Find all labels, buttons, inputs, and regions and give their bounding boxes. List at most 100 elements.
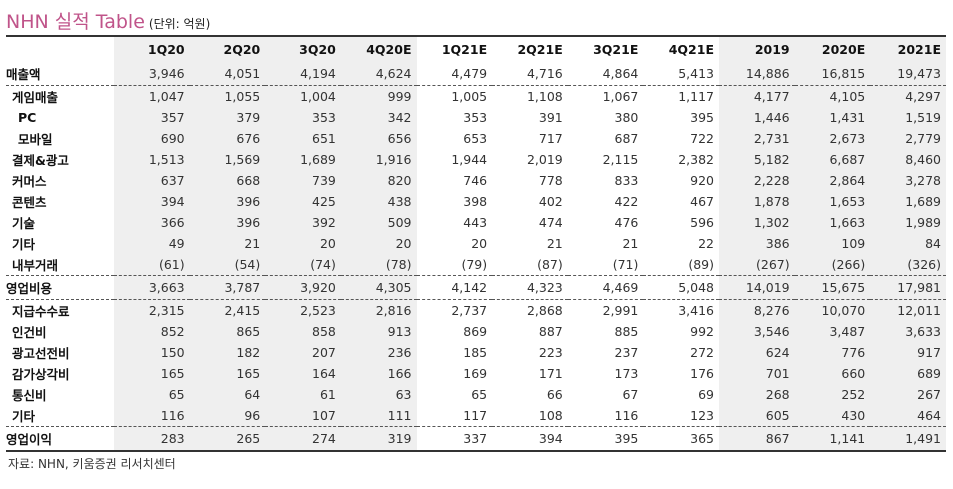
table-cell: 690 [114, 128, 190, 149]
table-cell: 357 [114, 107, 190, 128]
table-cell: 778 [538, 173, 563, 188]
row-label: 모바일 [18, 132, 53, 147]
table-cell: 1,653 [794, 191, 871, 212]
table-cell: 49 [114, 233, 190, 254]
table-cell: 1,569 [189, 149, 266, 170]
row-label: 지급수수료 [12, 304, 70, 319]
table-cell: 116 [114, 405, 190, 427]
table-cell: 1,989 [870, 212, 946, 233]
table-cell: 887 [538, 324, 563, 339]
table-row: 콘텐츠 394 396 425 438 398 402 422 467 1,878 1,653 1,6… [6, 191, 946, 212]
table-cell: 668 [189, 170, 266, 191]
table-cell: 2,673 [794, 128, 871, 149]
table-cell: 637 [114, 170, 190, 191]
table-cell: 4,323 [492, 275, 568, 300]
table-cell: 2,019 [526, 152, 563, 167]
table-cell: 653 [463, 131, 488, 146]
table-cell: 19,473 [870, 62, 946, 86]
column-header: 2019 [719, 36, 795, 62]
table-cell: 3,946 [114, 62, 190, 86]
table-cell: 1,117 [678, 89, 714, 104]
table-cell: 207 [265, 342, 341, 363]
table-cell: 252 [794, 384, 871, 405]
table-cell: 8,460 [870, 149, 946, 170]
table-cell: 4,479 [416, 62, 493, 86]
table-cell: 14,886 [719, 62, 795, 86]
column-header: 2Q21E [517, 42, 563, 57]
table-cell: 267 [870, 384, 946, 405]
table-cell: 656 [340, 128, 417, 149]
row-label: PC [18, 110, 37, 125]
source-note: 자료: NHN, 키움증권 리서치센터 [8, 457, 176, 471]
table-cell: 1,446 [719, 107, 795, 128]
table-cell: 2,731 [719, 128, 795, 149]
table-cell: 69 [698, 387, 714, 402]
table-cell: (87) [492, 254, 568, 276]
table-cell: 717 [538, 131, 563, 146]
table-cell: 4,177 [719, 85, 795, 107]
table-cell: 21 [189, 233, 266, 254]
table-cell: 913 [340, 321, 417, 342]
table-cell: 396 [189, 212, 266, 233]
table-cell: 4,864 [567, 62, 644, 86]
table-cell: (54) [189, 254, 266, 276]
table-cell: 1,519 [870, 107, 946, 128]
table-cell: 5,048 [643, 275, 719, 300]
table-cell: 1,047 [114, 85, 190, 107]
row-label: 광고선전비 [12, 346, 70, 361]
table-cell: 687 [614, 131, 639, 146]
row-label: 영업비용 [6, 275, 114, 300]
table-cell: 386 [719, 233, 795, 254]
table-cell: 22 [698, 236, 714, 251]
table-cell: 2,523 [265, 299, 341, 321]
table-row: 기타 49 21 20 20 20 21 21 22 386 109 84 [6, 233, 946, 254]
table-row: 결제&광고 1,513 1,569 1,689 1,916 1,944 2,019 2,115… [6, 149, 946, 170]
table-row: 기술 366 396 392 509 443 474 476 596 1,302 1,663 1,98… [6, 212, 946, 233]
column-header: 4Q21E [668, 42, 714, 57]
table-cell: 4,624 [340, 62, 417, 86]
row-label: 기타 [6, 405, 114, 427]
table-cell: 438 [340, 191, 417, 212]
table-cell: 366 [114, 212, 190, 233]
table-cell: 4,105 [794, 85, 871, 107]
table-cell: 1,067 [602, 89, 639, 104]
table-cell: 365 [643, 426, 719, 452]
table-cell: 776 [794, 342, 871, 363]
table-cell: 283 [114, 426, 190, 452]
table-cell: 920 [690, 173, 714, 188]
table-row: 광고선전비 150 182 207 236 185 223 237 272 624 776 917 [6, 342, 946, 363]
table-cell: 353 [463, 110, 488, 125]
table-cell: 676 [189, 128, 266, 149]
table-cell: 402 [538, 194, 563, 209]
table-cell: (61) [114, 254, 190, 276]
table-cell: 398 [463, 194, 488, 209]
table-cell: 833 [614, 173, 639, 188]
unit-label: (단위: 억원) [148, 17, 211, 31]
table-cell: 176 [690, 366, 714, 381]
row-label: 기술 [12, 216, 36, 231]
table-cell: 392 [265, 212, 341, 233]
table-cell: 16,815 [794, 62, 871, 86]
table-cell: (326) [870, 254, 946, 276]
table-cell: 1,055 [189, 85, 266, 107]
table-cell: 1,108 [526, 89, 563, 104]
table-cell: 4,142 [416, 275, 493, 300]
table-cell: 380 [614, 110, 639, 125]
table-cell: 2,991 [602, 303, 639, 318]
table-cell: 2,816 [340, 299, 417, 321]
table-cell: 171 [538, 366, 563, 381]
table-cell: 443 [463, 215, 488, 230]
table-cell: 5,413 [643, 62, 719, 86]
earnings-table: 1Q20 2Q20 3Q20 4Q20E 1Q21E 2Q21E 3Q21E 4Q21E 201… [6, 35, 946, 452]
table-cell: 67 [622, 387, 639, 402]
table-cell: 15,675 [794, 275, 871, 300]
table-cell: 169 [463, 366, 488, 381]
table-cell: 65 [114, 384, 190, 405]
table-cell: 2,228 [719, 170, 795, 191]
table-cell: 701 [719, 363, 795, 384]
table-cell: 869 [463, 324, 488, 339]
table-cell: 111 [340, 405, 417, 427]
table-cell: 739 [265, 170, 341, 191]
table-cell: (71) [567, 254, 644, 276]
table-cell: 66 [546, 387, 563, 402]
